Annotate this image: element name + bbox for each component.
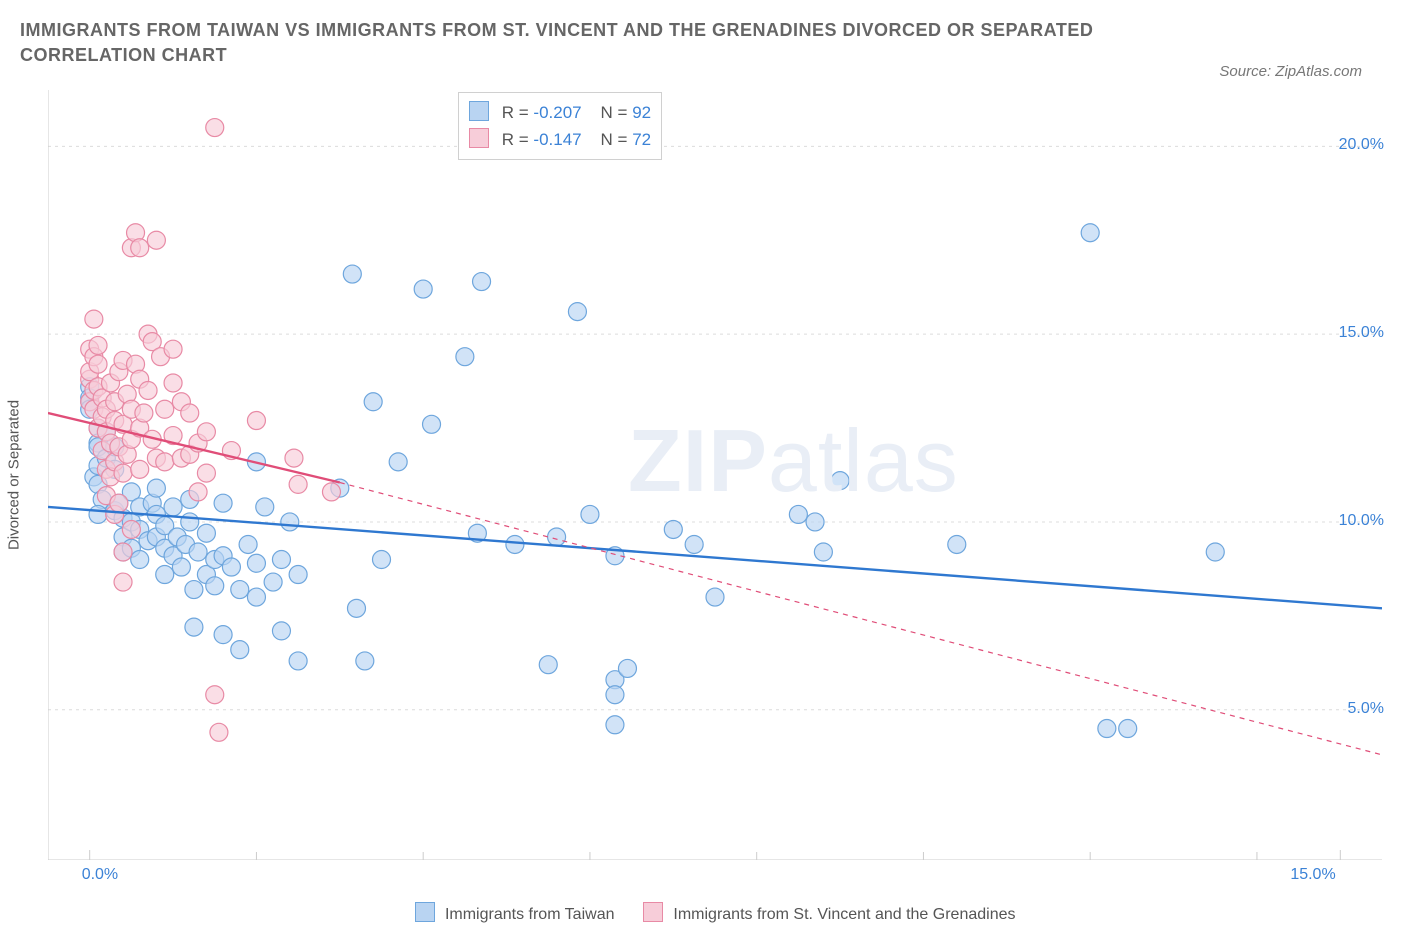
legend-n-value-1: 92 <box>632 103 651 122</box>
legend-swatch-2 <box>469 128 489 148</box>
bottom-label-1: Immigrants from Taiwan <box>445 906 615 923</box>
stats-legend-box: R = -0.207 N = 92 R = -0.147 N = 72 <box>458 92 662 160</box>
legend-r-label-2: R = <box>502 130 529 149</box>
bottom-label-2: Immigrants from St. Vincent and the Gren… <box>673 906 1015 923</box>
source-prefix: Source: <box>1219 63 1275 80</box>
watermark-light: atlas <box>768 411 959 510</box>
y-tick-label: 15.0% <box>1339 324 1384 342</box>
bottom-swatch-2 <box>643 902 663 922</box>
legend-n-label-1: N = <box>601 103 628 122</box>
y-tick-label: 5.0% <box>1348 700 1384 718</box>
watermark-bold: ZIP <box>628 411 768 510</box>
bottom-swatch-1 <box>415 902 435 922</box>
y-axis-label: Divorced or Separated <box>6 400 23 550</box>
bottom-legend: Immigrants from Taiwan Immigrants from S… <box>0 902 1406 924</box>
chart-title: IMMIGRANTS FROM TAIWAN VS IMMIGRANTS FRO… <box>20 18 1120 68</box>
legend-r-label-1: R = <box>502 103 529 122</box>
y-tick-label: 20.0% <box>1339 136 1384 154</box>
y-tick-label: 10.0% <box>1339 512 1384 530</box>
watermark: ZIPatlas <box>628 410 959 512</box>
plot-area: Divorced or Separated ZIPatlas R = -0.20… <box>48 90 1382 860</box>
chart-source: Source: ZipAtlas.com <box>1219 63 1362 80</box>
x-tick-label: 15.0% <box>1290 866 1335 884</box>
chart-header: IMMIGRANTS FROM TAIWAN VS IMMIGRANTS FRO… <box>20 18 1386 68</box>
legend-r-value-2: -0.147 <box>533 130 581 149</box>
legend-row-2: R = -0.147 N = 72 <box>469 126 651 153</box>
legend-row-1: R = -0.207 N = 92 <box>469 99 651 126</box>
legend-swatch-1 <box>469 101 489 121</box>
legend-r-value-1: -0.207 <box>533 103 581 122</box>
legend-n-label-2: N = <box>601 130 628 149</box>
legend-n-value-2: 72 <box>632 130 651 149</box>
source-name: ZipAtlas.com <box>1275 63 1362 80</box>
x-tick-label: 0.0% <box>82 866 118 884</box>
